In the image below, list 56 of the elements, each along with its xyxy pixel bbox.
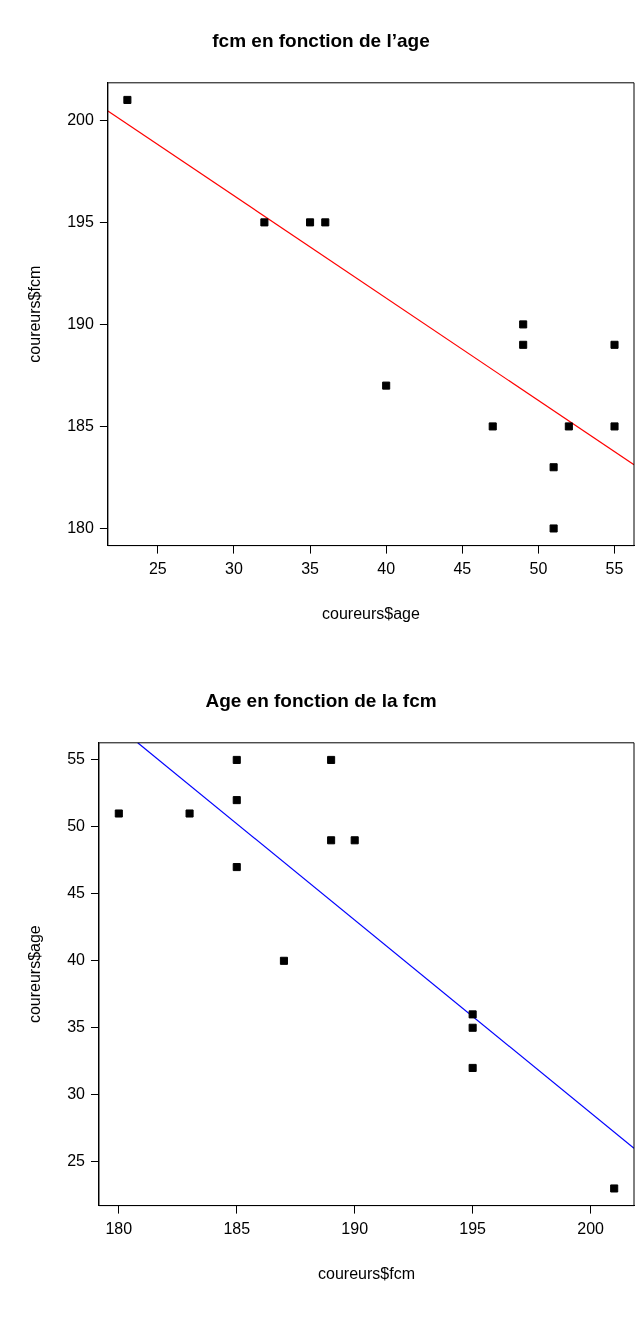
y-tick-label: 190 <box>67 314 94 332</box>
point <box>185 809 194 818</box>
y-tick-label: 180 <box>67 518 94 536</box>
point <box>232 755 241 764</box>
point <box>327 755 336 764</box>
point <box>610 1184 619 1193</box>
point <box>468 1010 477 1019</box>
x-tick-label: 50 <box>529 559 548 577</box>
point <box>519 320 528 329</box>
x-tick-label: 35 <box>301 559 320 577</box>
point <box>232 796 241 805</box>
y-tick-label: 35 <box>67 1018 86 1036</box>
x-tick-label: 190 <box>341 1219 369 1237</box>
y-tick-label: 200 <box>67 110 94 128</box>
x-tick-label: 30 <box>225 559 243 577</box>
x-tick-label: 40 <box>377 559 396 577</box>
point <box>564 422 573 431</box>
point <box>327 836 336 845</box>
y-axis-title: coureurs$fcm <box>26 265 44 363</box>
x-axis-title: coureurs$age <box>322 604 420 622</box>
y-axis-title: coureurs$age <box>26 925 44 1024</box>
x-tick-label: 45 <box>453 559 472 577</box>
point <box>306 218 315 227</box>
y-tick-label: 30 <box>67 1085 86 1103</box>
x-tick-label: 55 <box>605 559 624 577</box>
point <box>321 218 330 227</box>
point <box>260 218 269 227</box>
x-tick-label: 195 <box>459 1219 487 1237</box>
x-tick-label: 185 <box>223 1219 251 1237</box>
point <box>123 95 132 104</box>
y-tick-label: 40 <box>67 951 86 969</box>
y-tick-label: 55 <box>67 750 86 768</box>
point <box>610 422 619 431</box>
point <box>468 1063 477 1072</box>
y-tick-label: 185 <box>67 416 94 434</box>
point <box>549 524 558 533</box>
x-tick-label: 200 <box>577 1219 605 1237</box>
point <box>488 422 497 431</box>
x-axis-title: coureurs$fcm <box>318 1264 415 1282</box>
point <box>519 340 528 349</box>
point <box>114 809 123 818</box>
y-tick-label: 45 <box>67 884 86 902</box>
point <box>382 381 391 390</box>
x-tick-label: 180 <box>105 1219 133 1237</box>
y-tick-label: 25 <box>67 1152 86 1170</box>
point <box>279 956 288 965</box>
point <box>350 836 359 845</box>
chart-title: fcm en fonction de l’age <box>212 29 430 51</box>
y-tick-label: 50 <box>67 817 86 835</box>
point <box>549 463 558 472</box>
point <box>468 1023 477 1032</box>
x-tick-label: 25 <box>148 559 167 577</box>
y-tick-label: 195 <box>67 212 94 230</box>
chart-title: Age en fonction de la fcm <box>205 689 437 711</box>
point <box>610 340 619 349</box>
point <box>232 863 241 872</box>
